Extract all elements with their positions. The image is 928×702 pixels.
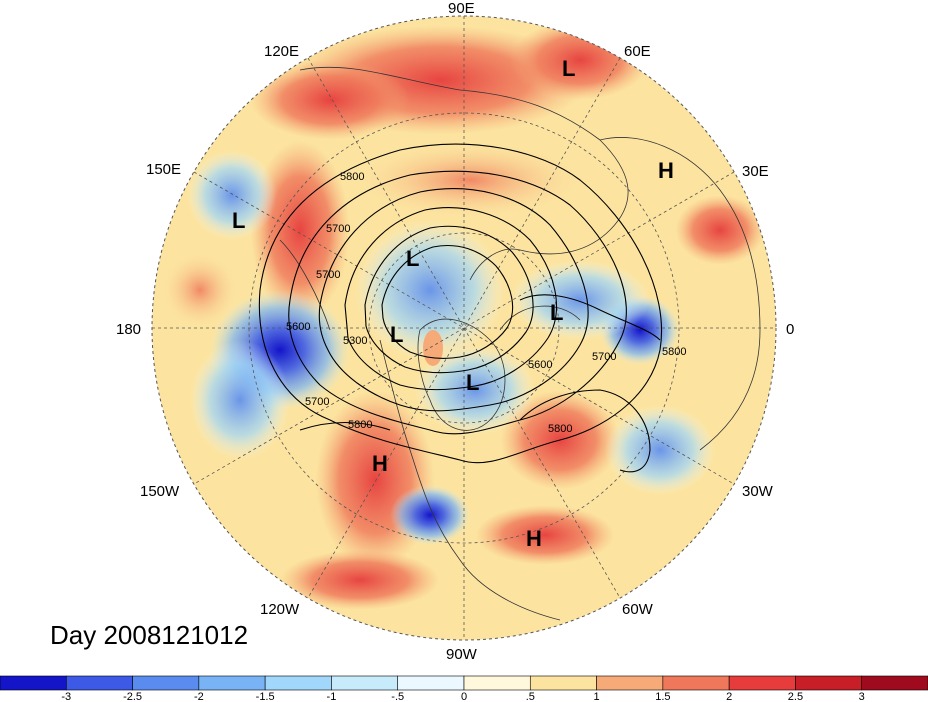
colorbar-swatch <box>264 675 332 691</box>
contour-5400 <box>364 225 534 374</box>
meridian-30e-150w <box>193 171 735 485</box>
colorbar-swatch <box>662 675 730 691</box>
contour-label-layer: 5800 5700 5700 5600 5300 5600 5700 5700 … <box>286 171 686 435</box>
colorbar: -3 -2.5 -2 -1.5 -1 -.5 0 .5 1 1.5 2 2.5 3 <box>0 675 928 702</box>
colorbar-tick-label: -.5 <box>391 691 404 702</box>
colorbar-tick-label: -2 <box>194 691 204 702</box>
colorbar-swatch <box>795 675 863 691</box>
colorbar-swatch <box>463 675 531 691</box>
contour-label: 5700 <box>305 396 329 408</box>
lon-label-120w: 120W <box>260 601 300 618</box>
anomaly-field <box>152 16 776 640</box>
lon-label-90e: 90E <box>448 0 475 17</box>
colorbar-tick-label: -2.5 <box>123 691 142 702</box>
contour-label: 5800 <box>348 419 372 431</box>
longitude-label-layer: 90E 60E 30E 0 30W 60W 90W 120W 150W 180 … <box>116 0 794 663</box>
contour-label: 5800 <box>662 346 686 358</box>
pressure-center-layer: L H L L L L L H H L <box>232 56 674 551</box>
lon-label-90w: 90W <box>446 646 478 663</box>
colorbar-swatch <box>331 675 399 691</box>
hudson-bay <box>417 318 506 431</box>
lon-label-0: 0 <box>786 321 794 338</box>
colorbar-tick-label: 1.5 <box>655 691 670 702</box>
contour-5800-atlantic <box>519 389 651 473</box>
greenland-coast <box>499 305 581 331</box>
date-label: Day 2008121012 <box>50 620 249 650</box>
eurasia-coast <box>299 66 629 281</box>
alaska-coast <box>279 239 331 331</box>
colorbar-tick-label: 2.5 <box>788 691 803 702</box>
colorbar-tick-label: 3 <box>859 691 865 702</box>
contour-label: 5600 <box>286 321 310 333</box>
lon-label-60w: 60W <box>622 601 654 618</box>
europe-africa-coast <box>599 137 761 451</box>
meridian-60e-120w <box>307 57 621 599</box>
colorbar-tick-label: 2 <box>726 691 732 702</box>
colorbar-tick-label: .5 <box>526 691 535 702</box>
height-contours <box>258 143 662 473</box>
colorbar-swatch <box>132 675 200 691</box>
contour-label: 5700 <box>592 351 616 363</box>
lon-label-120e: 120E <box>264 43 299 60</box>
north-america-coast <box>379 339 561 621</box>
contour-label: 5700 <box>316 269 340 281</box>
colorbar-swatch <box>0 675 67 691</box>
lon-label-150e: 150E <box>146 161 181 178</box>
lon-label-150w: 150W <box>140 483 180 500</box>
contour-label: 5800 <box>340 171 364 183</box>
pressure-center-high: H <box>372 451 388 476</box>
colorbar-swatch <box>728 675 796 691</box>
contour-label: 5800 <box>548 423 572 435</box>
colorbar-swatch <box>596 675 664 691</box>
lon-label-60e: 60E <box>624 43 651 60</box>
colorbar-swatch <box>198 675 266 691</box>
colorbar-swatch <box>397 675 465 691</box>
contour-5700 <box>288 170 627 435</box>
contour-5800 <box>258 143 662 464</box>
pressure-center-low: L <box>406 246 419 271</box>
pressure-center-high: H <box>526 526 542 551</box>
contour-5700-east <box>519 294 661 341</box>
pressure-center-low: L <box>466 370 479 395</box>
contour-label: 5600 <box>528 359 552 371</box>
pressure-center-low: L <box>550 300 563 325</box>
contour-5800-pacific <box>299 421 391 431</box>
contour-label: 5300 <box>343 335 367 347</box>
contour-label: 5700 <box>326 223 350 235</box>
map-boundary <box>151 15 777 641</box>
pressure-center-low: L <box>562 56 575 81</box>
colorbar-tick-label: 1 <box>594 691 600 702</box>
meridian-120e-60w <box>307 57 621 599</box>
coastlines <box>279 66 761 621</box>
colorbar-swatch <box>861 675 928 691</box>
lat-circle-40 <box>248 112 680 544</box>
colorbar-tick-label: -1 <box>327 691 337 702</box>
contour-5300 <box>381 244 514 359</box>
contour-5600 <box>318 188 589 412</box>
colorbar-tick-label: 0 <box>461 691 467 702</box>
colorbar-swatch <box>65 675 133 691</box>
lon-label-180: 180 <box>116 321 141 338</box>
pressure-center-high: H <box>658 158 674 183</box>
pressure-center-low: L <box>232 208 245 233</box>
contour-5500 <box>344 207 557 391</box>
lon-label-30e: 30E <box>742 163 769 180</box>
lon-label-30w: 30W <box>742 483 774 500</box>
colorbar-tick-label: -3 <box>61 691 71 702</box>
pressure-center-low: L <box>390 322 403 347</box>
colorbar-swatch <box>529 675 597 691</box>
colorbar-tick-label: -1.5 <box>256 691 275 702</box>
